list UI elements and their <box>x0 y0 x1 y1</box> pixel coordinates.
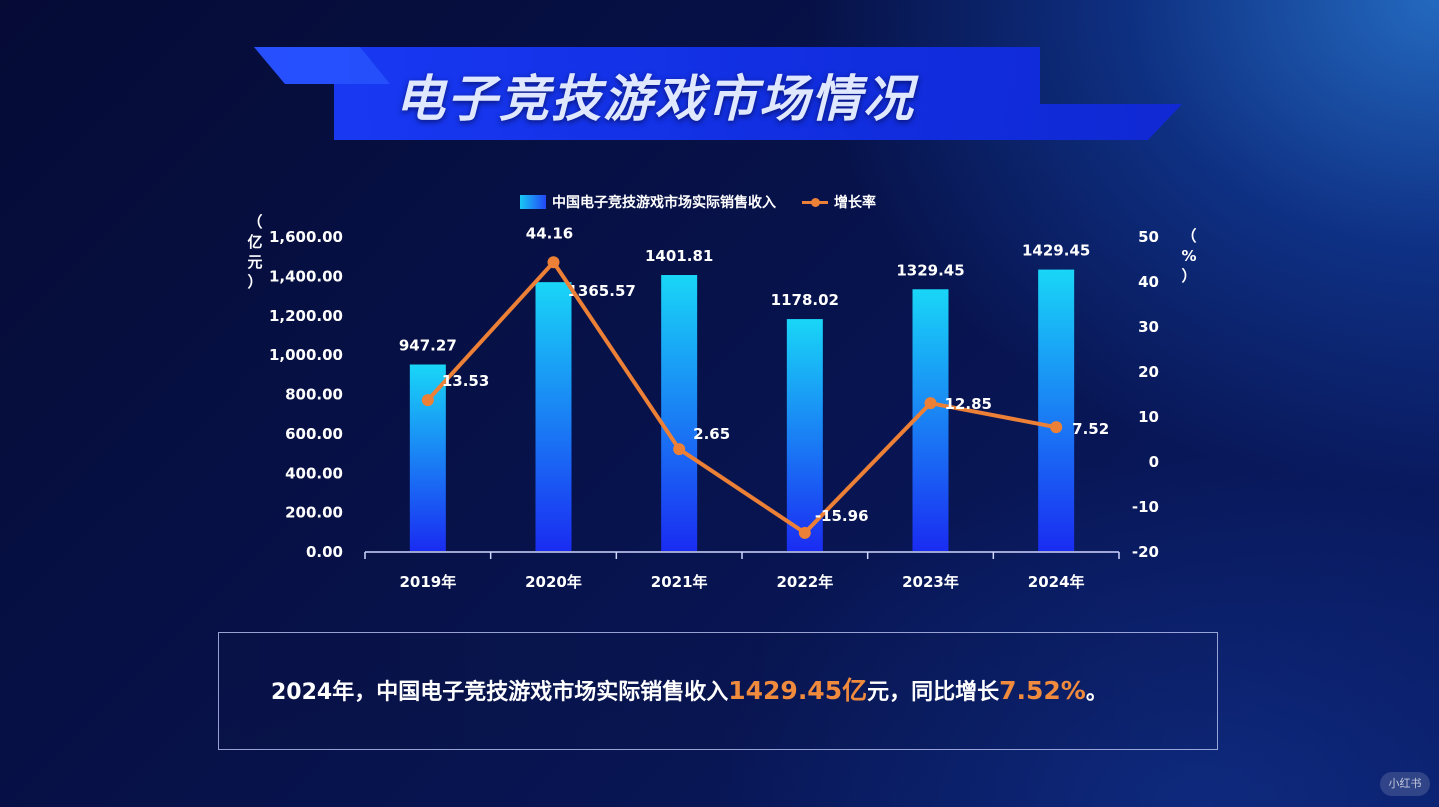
revenue-bar <box>1038 269 1075 551</box>
left-tick-label: 200.00 <box>285 504 343 522</box>
growth-line-layer: 13.53 44.16 2.65 -15.96 12.85 7.52 <box>421 224 1109 539</box>
revenue-data-label: 1429.45 <box>1022 242 1090 260</box>
right-tick-label: 10 <box>1138 408 1159 426</box>
right-tick-label: -10 <box>1132 498 1159 516</box>
right-tick-label: 50 <box>1138 228 1159 246</box>
legend-growth-label: 增长率 <box>834 195 876 211</box>
growth-data-label: 7.52 <box>1072 420 1109 438</box>
growth-point <box>547 256 560 269</box>
revenue-bar <box>535 282 572 551</box>
left-axis-unit-close: ） <box>247 273 263 291</box>
legend-item-revenue: 中国电子竞技游戏市场实际销售收入 <box>520 192 776 212</box>
revenue-bar <box>409 364 446 551</box>
growth-data-label: 12.85 <box>945 395 992 413</box>
right-tick-label: -20 <box>1132 543 1159 561</box>
legend-line-swatch <box>802 195 828 209</box>
right-tick-label: 40 <box>1138 273 1159 291</box>
right-axis-unit-open: （ <box>1181 227 1197 245</box>
x-tick-label: 2020年 <box>525 573 582 591</box>
left-tick-label: 1,600.00 <box>269 228 343 246</box>
title-banner <box>254 47 1182 140</box>
right-axis-unit-close: ） <box>1181 267 1197 285</box>
revenue-data-label: 1178.02 <box>771 291 839 309</box>
revenue-data-label: 947.27 <box>399 337 457 355</box>
left-tick-label: 600.00 <box>285 425 343 443</box>
summary-suffix: 。 <box>1085 680 1108 705</box>
watermark-logo: 小红书 <box>1380 772 1430 796</box>
revenue-bar <box>786 319 823 551</box>
revenue-bars <box>409 269 1075 551</box>
revenue-bar <box>661 275 698 551</box>
x-tick-label: 2022年 <box>776 573 833 591</box>
right-axis-unit: （ % ） <box>1180 226 1198 286</box>
right-axis-ticks: -20 -10 0 10 20 30 40 50 <box>1132 228 1159 561</box>
revenue-data-label: 1329.45 <box>896 261 964 279</box>
x-axis: 2019年 2020年 2021年 2022年 2023年 2024年 <box>364 551 1120 591</box>
left-tick-label: 400.00 <box>285 464 343 482</box>
growth-data-label: 2.65 <box>693 425 730 443</box>
summary-text: 2024年，中国电子竞技游戏市场实际销售收入1429.45亿元，同比增长7.52… <box>271 673 1108 711</box>
growth-point <box>924 397 937 410</box>
page-title: 电子竞技游戏市场情况 <box>395 70 915 128</box>
legend-bar-swatch <box>520 195 546 209</box>
combo-chart: 0.00 200.00 400.00 600.00 800.00 1,000.00 1,20… <box>269 224 1159 591</box>
left-tick-label: 1,000.00 <box>269 346 343 364</box>
left-tick-label: 0.00 <box>306 543 343 561</box>
x-tick-label: 2023年 <box>902 573 959 591</box>
growth-data-label: 13.53 <box>442 372 489 390</box>
chart-legend: 中国电子竞技游戏市场实际销售收入 增长率 <box>520 191 902 213</box>
summary-middle: 元，同比增长 <box>867 680 1000 705</box>
x-tick-label: 2021年 <box>651 573 708 591</box>
left-tick-label: 1,400.00 <box>269 267 343 285</box>
legend-item-growth: 增长率 <box>802 192 876 212</box>
left-axis-unit-open: （ <box>247 213 263 231</box>
growth-point <box>421 394 434 407</box>
left-axis-unit: （ 亿 元 ） <box>246 212 264 292</box>
right-tick-label: 30 <box>1138 318 1159 336</box>
summary-growth: 7.52% <box>999 676 1086 705</box>
left-tick-label: 1,200.00 <box>269 307 343 325</box>
growth-point <box>1050 421 1063 434</box>
summary-revenue: 1429.45亿 <box>728 676 868 705</box>
revenue-data-label: 1401.81 <box>645 247 713 265</box>
revenue-data-label: 1365.57 <box>568 282 636 300</box>
left-axis-ticks: 0.00 200.00 400.00 600.00 800.00 1,000.00 1,20… <box>269 228 343 561</box>
growth-data-label: 44.16 <box>526 224 573 242</box>
growth-point <box>673 443 686 456</box>
left-tick-label: 800.00 <box>285 386 343 404</box>
x-tick-label: 2019年 <box>399 573 456 591</box>
right-tick-label: 0 <box>1149 453 1159 471</box>
left-axis-unit-char1: 亿 <box>247 233 263 251</box>
summary-prefix: 2024年，中国电子竞技游戏市场实际销售收入 <box>271 680 729 705</box>
right-tick-label: 20 <box>1138 363 1159 381</box>
right-axis-unit-char: % <box>1181 247 1197 265</box>
x-tick-label: 2024年 <box>1028 573 1085 591</box>
summary-box: 2024年，中国电子竞技游戏市场实际销售收入1429.45亿元，同比增长7.52… <box>218 632 1218 750</box>
growth-point <box>798 526 811 539</box>
revenue-bar <box>912 289 949 551</box>
left-axis-unit-char2: 元 <box>247 253 263 271</box>
legend-revenue-label: 中国电子竞技游戏市场实际销售收入 <box>552 195 776 211</box>
growth-line <box>426 260 1057 535</box>
revenue-labels: 947.27 1365.57 1401.81 1178.02 1329.45 1429.4… <box>399 242 1090 355</box>
growth-data-label: -15.96 <box>815 507 869 525</box>
